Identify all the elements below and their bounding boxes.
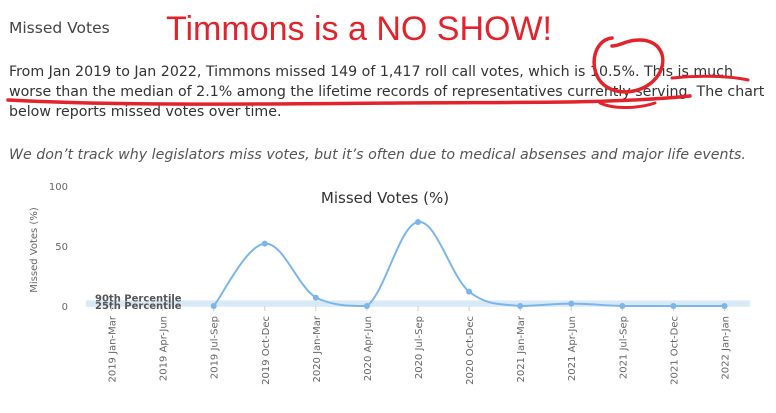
x-tick-label: 2021 Jan-Mar	[516, 315, 527, 382]
percentile-band	[86, 302, 750, 307]
percentile-band	[86, 300, 750, 305]
summary-line-2: worse than the median of 2.1% among the …	[9, 84, 765, 100]
y-axis-ticks: 0 50 100	[49, 182, 68, 313]
x-tick-label: 2019 Jul-Sep	[210, 316, 221, 379]
missed-votes-chart: Missed Votes (%) Missed Votes (%) 90th P…	[29, 182, 750, 385]
x-tick-label: 2021 Oct-Dec	[669, 316, 680, 385]
section-title: Missed Votes	[9, 19, 110, 37]
missed-votes-line	[212, 221, 725, 308]
y-tick-label: 100	[49, 182, 68, 193]
x-tick-label: 2022 Jan-Jan	[720, 316, 731, 380]
x-tick-label: 2021 Apr-Jun	[567, 316, 578, 381]
annotation-title: Timmons is a NO SHOW!	[166, 10, 552, 48]
data-point[interactable]	[312, 294, 319, 301]
y-axis-label: Missed Votes (%)	[29, 207, 40, 293]
x-tick-label: 2019 Jan-Mar	[108, 315, 119, 382]
x-tick-label: 2020 Jan-Mar	[312, 315, 323, 382]
percentile-label: 90th Percentile	[95, 293, 182, 304]
x-tick-label: 2020 Apr-Jun	[363, 316, 374, 381]
x-axis-ticks: 2019 Jan-Mar 2019 Apr-Jun 2019 Jul-Sep 2019…	[108, 306, 731, 385]
x-tick-label: 2020 Jul-Sep	[414, 316, 425, 379]
data-point[interactable]	[517, 303, 524, 309]
data-point[interactable]	[210, 303, 217, 309]
data-point[interactable]	[415, 219, 421, 225]
x-tick-label: 2019 Apr-Jun	[159, 316, 170, 381]
chart-title: Missed Votes (%)	[321, 189, 449, 207]
data-points	[210, 219, 728, 309]
data-point[interactable]	[568, 300, 575, 307]
data-point[interactable]	[721, 303, 728, 309]
summary-paragraph: From Jan 2019 to Jan 2022, Timmons misse…	[9, 62, 771, 122]
y-tick-label: 0	[62, 302, 68, 313]
data-point[interactable]	[670, 303, 677, 309]
x-tick-label: 2021 Jul-Sep	[618, 316, 629, 379]
data-point[interactable]	[619, 303, 626, 309]
percentile-label: 25th Percentile	[95, 301, 182, 312]
x-tick-label: 2019 Oct-Dec	[261, 316, 272, 385]
summary-line-1: From Jan 2019 to Jan 2022, Timmons misse…	[9, 64, 733, 80]
data-point[interactable]	[261, 240, 268, 247]
data-point[interactable]	[466, 288, 473, 295]
y-tick-label: 50	[55, 242, 68, 253]
disclaimer-note: We don’t track why legislators miss vote…	[9, 147, 746, 163]
data-point[interactable]	[363, 303, 370, 309]
summary-line-3: below reports missed votes over time.	[9, 104, 282, 120]
x-tick-label: 2020 Oct-Dec	[465, 316, 476, 385]
